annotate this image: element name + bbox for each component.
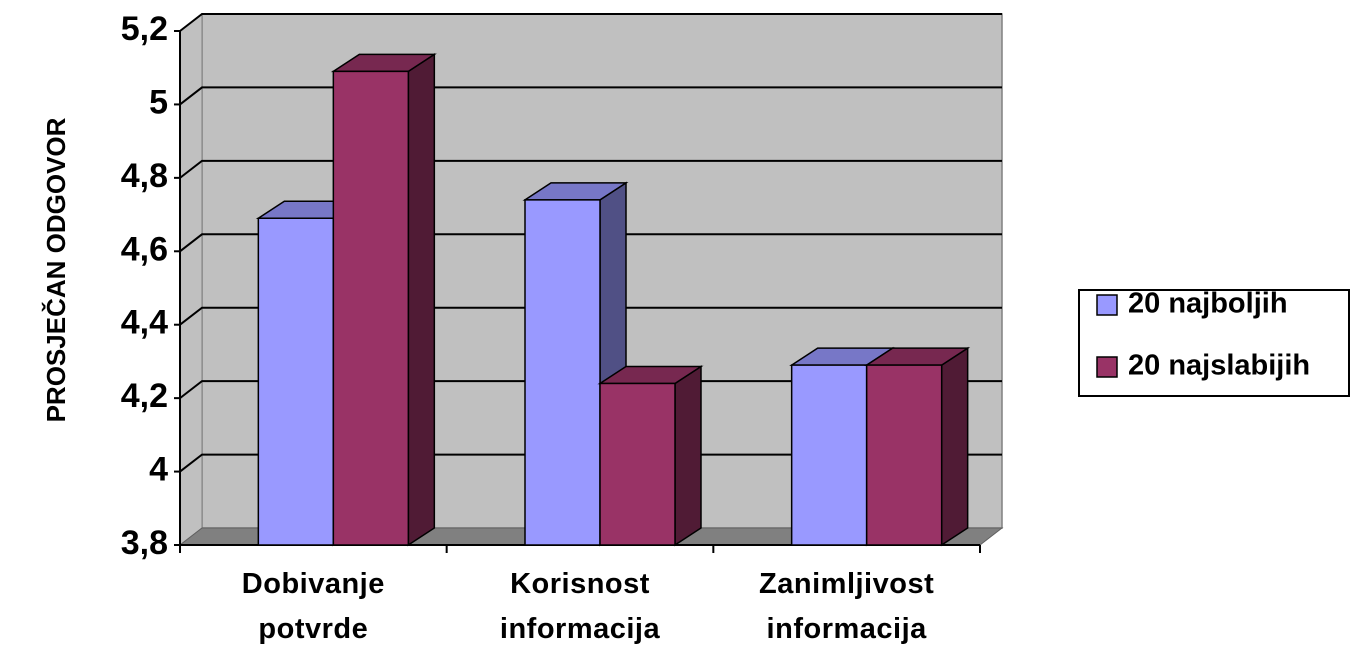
y-tick-label: 4,6 <box>121 230 168 268</box>
y-tick-label: 5,2 <box>121 10 168 48</box>
grid-line <box>179 159 1002 179</box>
grid-line <box>179 13 1002 32</box>
side-wall <box>179 12 203 547</box>
y-tick-label: 3,8 <box>121 524 168 562</box>
bar <box>865 364 943 546</box>
legend-label: 20 najboljih <box>1128 288 1288 320</box>
legend-swatch <box>1096 356 1118 378</box>
bar <box>257 217 335 546</box>
bar-side <box>674 365 702 547</box>
x-tick-label: Korisnost informacija <box>499 568 661 645</box>
y-tick-label: 4 <box>149 451 168 489</box>
grid-line <box>179 86 1002 106</box>
bar <box>790 364 868 546</box>
bar <box>599 382 676 546</box>
x-tick-label: Zanimljivost informacija <box>759 568 935 645</box>
bar-side <box>407 52 436 547</box>
bar-side <box>940 346 969 547</box>
y-tick-label: 4,8 <box>121 157 168 195</box>
legend-swatch <box>1096 294 1118 316</box>
bar <box>524 199 601 546</box>
grid-line <box>179 233 1002 253</box>
legend-box <box>1078 289 1350 397</box>
legend-label: 20 najslabijih <box>1128 350 1310 382</box>
x-tick-label: Dobivanje potvrde <box>241 568 385 645</box>
y-tick-label: 4,4 <box>121 304 168 342</box>
y-axis-label: PROSJEČAN ODGOVOR <box>41 117 71 422</box>
y-tick-label: 4,2 <box>121 377 168 415</box>
grid-line <box>179 453 1002 473</box>
grid-line <box>179 306 1002 326</box>
bar <box>332 70 410 546</box>
grid-line <box>179 380 1002 399</box>
y-tick-label: 5 <box>149 83 168 121</box>
